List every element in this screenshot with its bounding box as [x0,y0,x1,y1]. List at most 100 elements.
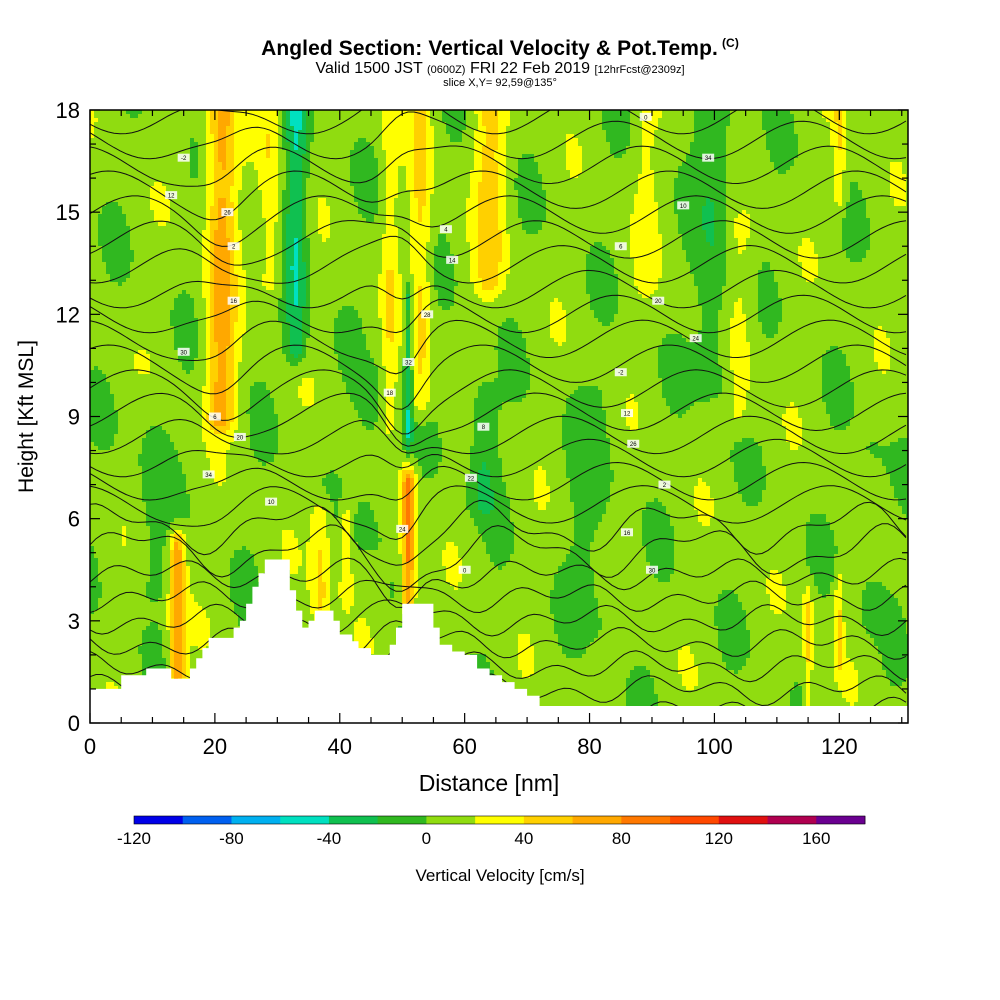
velocity-cell [734,382,751,387]
velocity-cell [314,134,383,139]
velocity-cell [250,394,271,399]
velocity-cell [378,398,387,403]
velocity-cell [422,466,439,471]
velocity-cell [726,198,835,203]
velocity-cell [230,122,235,127]
velocity-cell [398,514,403,519]
velocity-cell [734,218,751,223]
velocity-cell [414,174,427,179]
velocity-cell [414,566,419,571]
velocity-cell [410,270,427,275]
velocity-cell [278,110,283,115]
velocity-cell [90,582,103,587]
velocity-cell [238,206,263,211]
velocity-cell [274,258,283,263]
velocity-cell [402,478,407,483]
velocity-cell [834,570,908,575]
velocity-cell [846,626,867,631]
velocity-cell [162,182,207,187]
velocity-cell [642,526,675,531]
velocity-cell [214,290,231,295]
velocity-cell [198,154,207,159]
velocity-cell [414,582,419,587]
velocity-cell [814,650,835,655]
velocity-cell [210,626,243,631]
velocity-cell [186,638,211,643]
contour-label: 4 [444,228,448,234]
velocity-cell [330,494,343,499]
velocity-cell [858,682,891,687]
velocity-cell [718,638,751,643]
velocity-cell [474,518,511,523]
velocity-cell [242,230,267,235]
velocity-cell [302,558,307,563]
velocity-cell [726,266,763,271]
velocity-cell [414,430,439,435]
velocity-cell [214,286,231,291]
velocity-cell [902,510,908,515]
velocity-cell [414,138,427,143]
velocity-cell [166,666,171,671]
velocity-cell [342,490,399,495]
velocity-cell [90,314,171,319]
velocity-cell [98,234,131,239]
velocity-cell [746,502,759,507]
velocity-cell [814,246,843,251]
velocity-cell [234,226,239,231]
pot-temp-contour [90,392,907,447]
velocity-cell [678,166,727,171]
velocity-cell [834,670,859,675]
velocity-cell [342,570,351,575]
velocity-cell [774,278,807,283]
velocity-cell [206,614,239,619]
velocity-cell [530,382,663,387]
velocity-cell [210,210,219,215]
velocity-cell [210,270,215,275]
velocity-cell [306,298,311,303]
velocity-cell [350,562,403,567]
velocity-cell [782,574,815,579]
velocity-cell [842,238,871,243]
velocity-cell [562,342,663,347]
velocity-cell [90,646,139,651]
velocity-cell [226,134,235,139]
velocity-cell [498,702,627,707]
velocity-cell [662,394,719,399]
velocity-cell [394,282,403,287]
velocity-cell [226,378,235,383]
velocity-cell [662,390,723,395]
velocity-cell [170,666,175,671]
velocity-cell [442,114,467,119]
velocity-cell [658,350,719,355]
velocity-cell [262,274,275,279]
velocity-cell [402,466,415,471]
velocity-cell [702,206,715,211]
velocity-cell [238,298,247,303]
velocity-cell [90,414,119,419]
velocity-cell [278,422,363,427]
velocity-cell [342,598,355,603]
velocity-cell [854,402,908,407]
velocity-cell [306,278,311,283]
velocity-cell [406,314,411,319]
velocity-cell [630,214,659,219]
velocity-cell [646,546,675,551]
velocity-cell [498,178,507,183]
velocity-cell [614,270,635,275]
velocity-cell [210,286,215,291]
velocity-cell [226,398,235,403]
velocity-cell [218,482,223,487]
pot-temp-contour [90,344,907,410]
velocity-cell [278,298,287,303]
velocity-cell [90,634,143,639]
velocity-cell [474,290,503,295]
velocity-cell [238,290,247,295]
velocity-cell [738,238,747,243]
velocity-cell [810,594,823,599]
velocity-cell [694,126,727,131]
velocity-cell [314,122,383,127]
velocity-cell [186,650,191,655]
velocity-cell [830,582,839,587]
velocity-cell [654,290,699,295]
velocity-cell [290,166,303,171]
